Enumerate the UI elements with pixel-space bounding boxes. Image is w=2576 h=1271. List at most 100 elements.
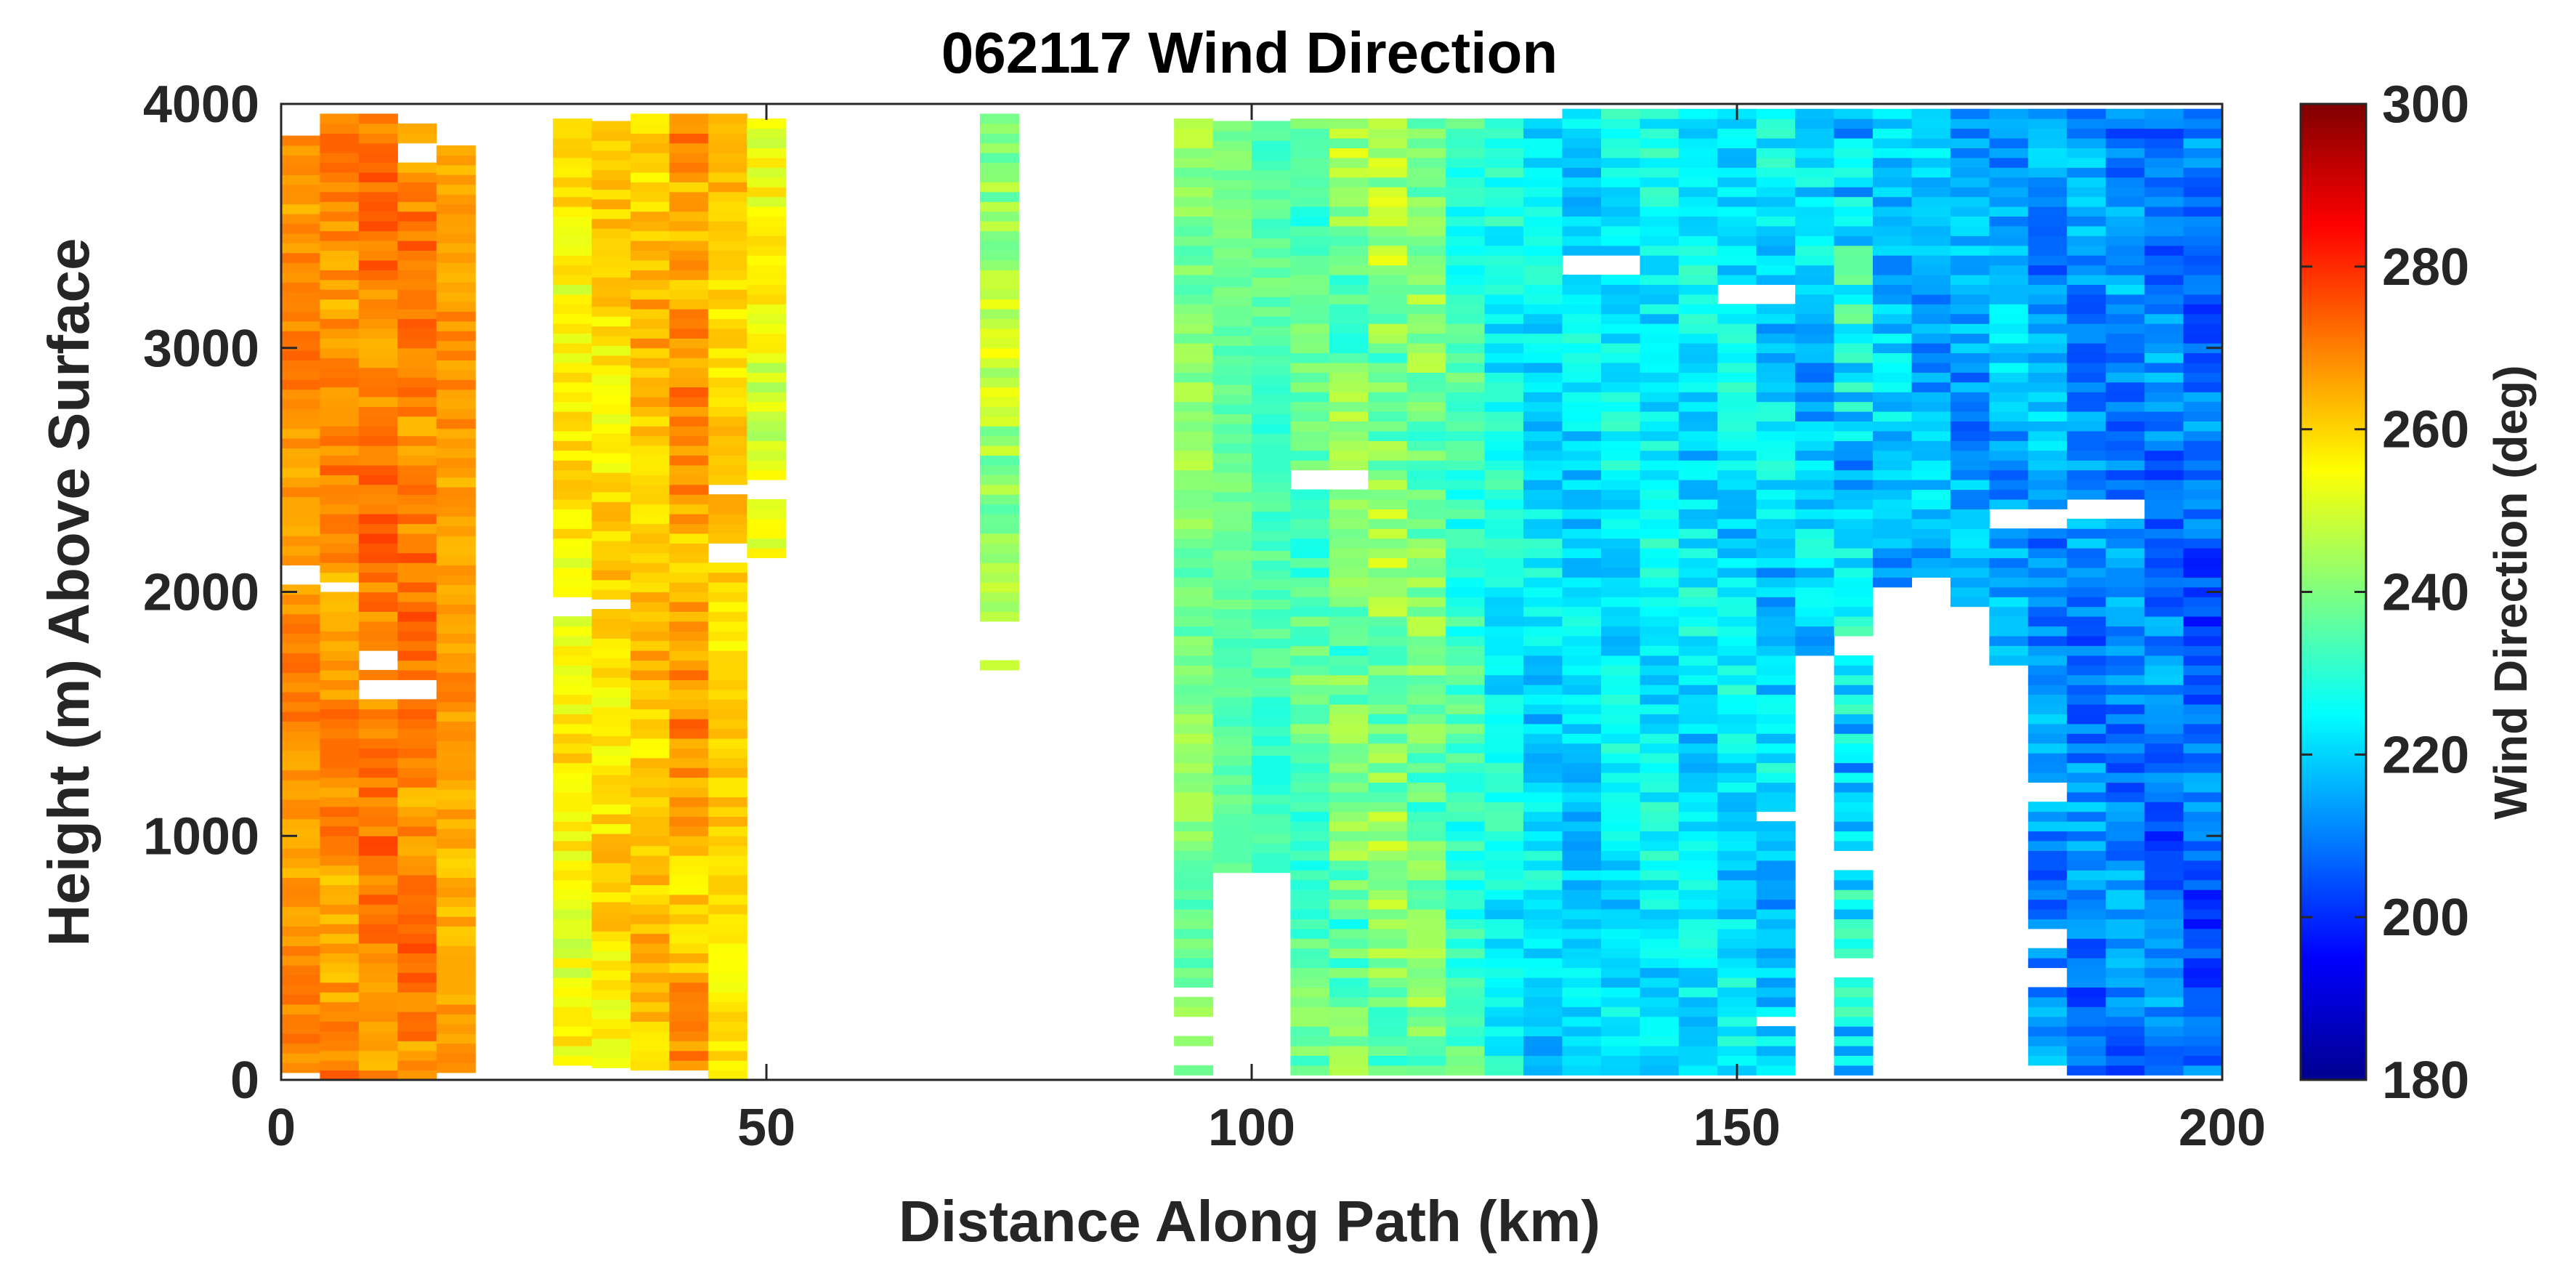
heatmap-cell <box>397 631 437 642</box>
heatmap-cell <box>669 504 709 515</box>
heatmap-cell <box>1678 108 1718 119</box>
heatmap-cell <box>1989 606 2029 617</box>
heatmap-cell <box>1756 304 1796 315</box>
heatmap-cell <box>747 440 787 451</box>
heatmap-cell <box>1484 489 1524 500</box>
heatmap-cell <box>708 172 748 182</box>
heatmap-cell <box>2067 714 2107 725</box>
heatmap-cell <box>1329 879 1369 890</box>
heatmap-cell <box>1911 450 1951 461</box>
heatmap-cell <box>1717 323 1757 334</box>
heatmap-cell <box>358 699 398 710</box>
heatmap-cell <box>2183 938 2223 949</box>
heatmap-cell <box>2105 938 2145 949</box>
heatmap-cell <box>1678 753 1718 764</box>
heatmap-cell <box>2144 509 2184 520</box>
heatmap-cell <box>2028 548 2067 559</box>
heatmap-cell <box>1252 746 1291 756</box>
heatmap-cell <box>1484 996 1524 1007</box>
heatmap-cell <box>1950 430 1990 441</box>
heatmap-cell <box>436 272 476 283</box>
heatmap-cell <box>1717 157 1757 168</box>
heatmap-cell <box>358 855 398 866</box>
heatmap-cell <box>2105 577 2145 588</box>
heatmap-cell <box>1252 179 1291 190</box>
heatmap-cell <box>553 469 593 480</box>
heatmap-cell <box>1834 626 1874 637</box>
heatmap-cell <box>1368 841 1408 851</box>
heatmap-cell <box>1484 450 1524 461</box>
heatmap-cell <box>1368 1026 1408 1037</box>
heatmap-cell <box>1717 791 1757 802</box>
heatmap-cell <box>1989 118 2029 129</box>
heatmap-cell <box>2183 899 2223 910</box>
heatmap-cell <box>747 225 787 236</box>
heatmap-cell <box>1406 401 1446 412</box>
heatmap-cell <box>397 259 437 270</box>
heatmap-cell <box>320 689 360 700</box>
heatmap-cell <box>1174 586 1214 597</box>
heatmap-cell <box>397 211 437 222</box>
heatmap-cell <box>320 640 360 651</box>
heatmap-cell <box>281 760 320 771</box>
heatmap-cell <box>1640 352 1680 363</box>
heatmap-cell <box>2183 235 2223 246</box>
heatmap-cell <box>1212 355 1252 366</box>
heatmap-cell <box>2067 362 2107 373</box>
heatmap-cell <box>1523 275 1563 285</box>
heatmap-cell <box>358 484 398 495</box>
heatmap-cell <box>1717 958 1757 969</box>
heatmap-cell <box>1523 996 1563 1007</box>
heatmap-cell <box>979 543 1019 554</box>
heatmap-cell <box>1523 841 1563 851</box>
heatmap-cell <box>1174 567 1214 578</box>
heatmap-cell <box>2183 509 2223 520</box>
heatmap-cell <box>1252 735 1291 746</box>
heatmap-cell <box>591 872 631 883</box>
heatmap-cell <box>1756 967 1796 978</box>
heatmap-cell <box>1950 235 1990 246</box>
heatmap-cell <box>1290 977 1330 988</box>
heatmap-cell <box>1446 401 1486 412</box>
heatmap-cell <box>1640 167 1680 178</box>
heatmap-cell <box>1834 782 1874 793</box>
heatmap-cell <box>591 541 631 551</box>
heatmap-cell <box>1678 635 1718 646</box>
heatmap-cell <box>436 545 476 556</box>
heatmap-cell <box>1446 762 1486 773</box>
heatmap-cell <box>397 845 437 856</box>
heatmap-cell <box>708 787 748 798</box>
heatmap-cell <box>1406 343 1446 353</box>
heatmap-cell <box>1484 674 1524 685</box>
heatmap-cell <box>397 172 437 182</box>
heatmap-cell <box>436 184 476 195</box>
heatmap-cell <box>747 138 787 148</box>
heatmap-cell <box>747 265 787 275</box>
heatmap-cell <box>1834 138 1874 148</box>
heatmap-cell <box>1717 518 1757 529</box>
heatmap-cell <box>1834 577 1874 588</box>
heatmap-cell <box>1756 831 1796 842</box>
heatmap-cell <box>1911 528 1951 539</box>
heatmap-cell <box>1252 794 1291 805</box>
heatmap-cell <box>1640 772 1680 783</box>
heatmap-cell <box>1406 899 1446 910</box>
heatmap-cell <box>1446 480 1486 491</box>
heatmap-cell <box>1717 206 1757 217</box>
heatmap-cell <box>1756 421 1796 432</box>
heatmap-cell <box>1290 421 1330 432</box>
heatmap-cell <box>553 235 593 246</box>
heatmap-cell <box>1329 401 1369 412</box>
heatmap-cell <box>1252 394 1291 405</box>
heatmap-cell <box>1756 1046 1796 1056</box>
heatmap-cell <box>1640 557 1680 568</box>
heatmap-cell <box>1911 216 1951 227</box>
heatmap-cell <box>1406 996 1446 1007</box>
heatmap-cell <box>2105 421 2145 432</box>
heatmap-cell <box>281 721 320 732</box>
heatmap-cell <box>2067 480 2107 491</box>
heatmap-cell <box>1446 1055 1486 1066</box>
heatmap-cell <box>631 572 670 583</box>
heatmap-cell <box>1446 626 1486 637</box>
heatmap-cell <box>320 475 360 485</box>
